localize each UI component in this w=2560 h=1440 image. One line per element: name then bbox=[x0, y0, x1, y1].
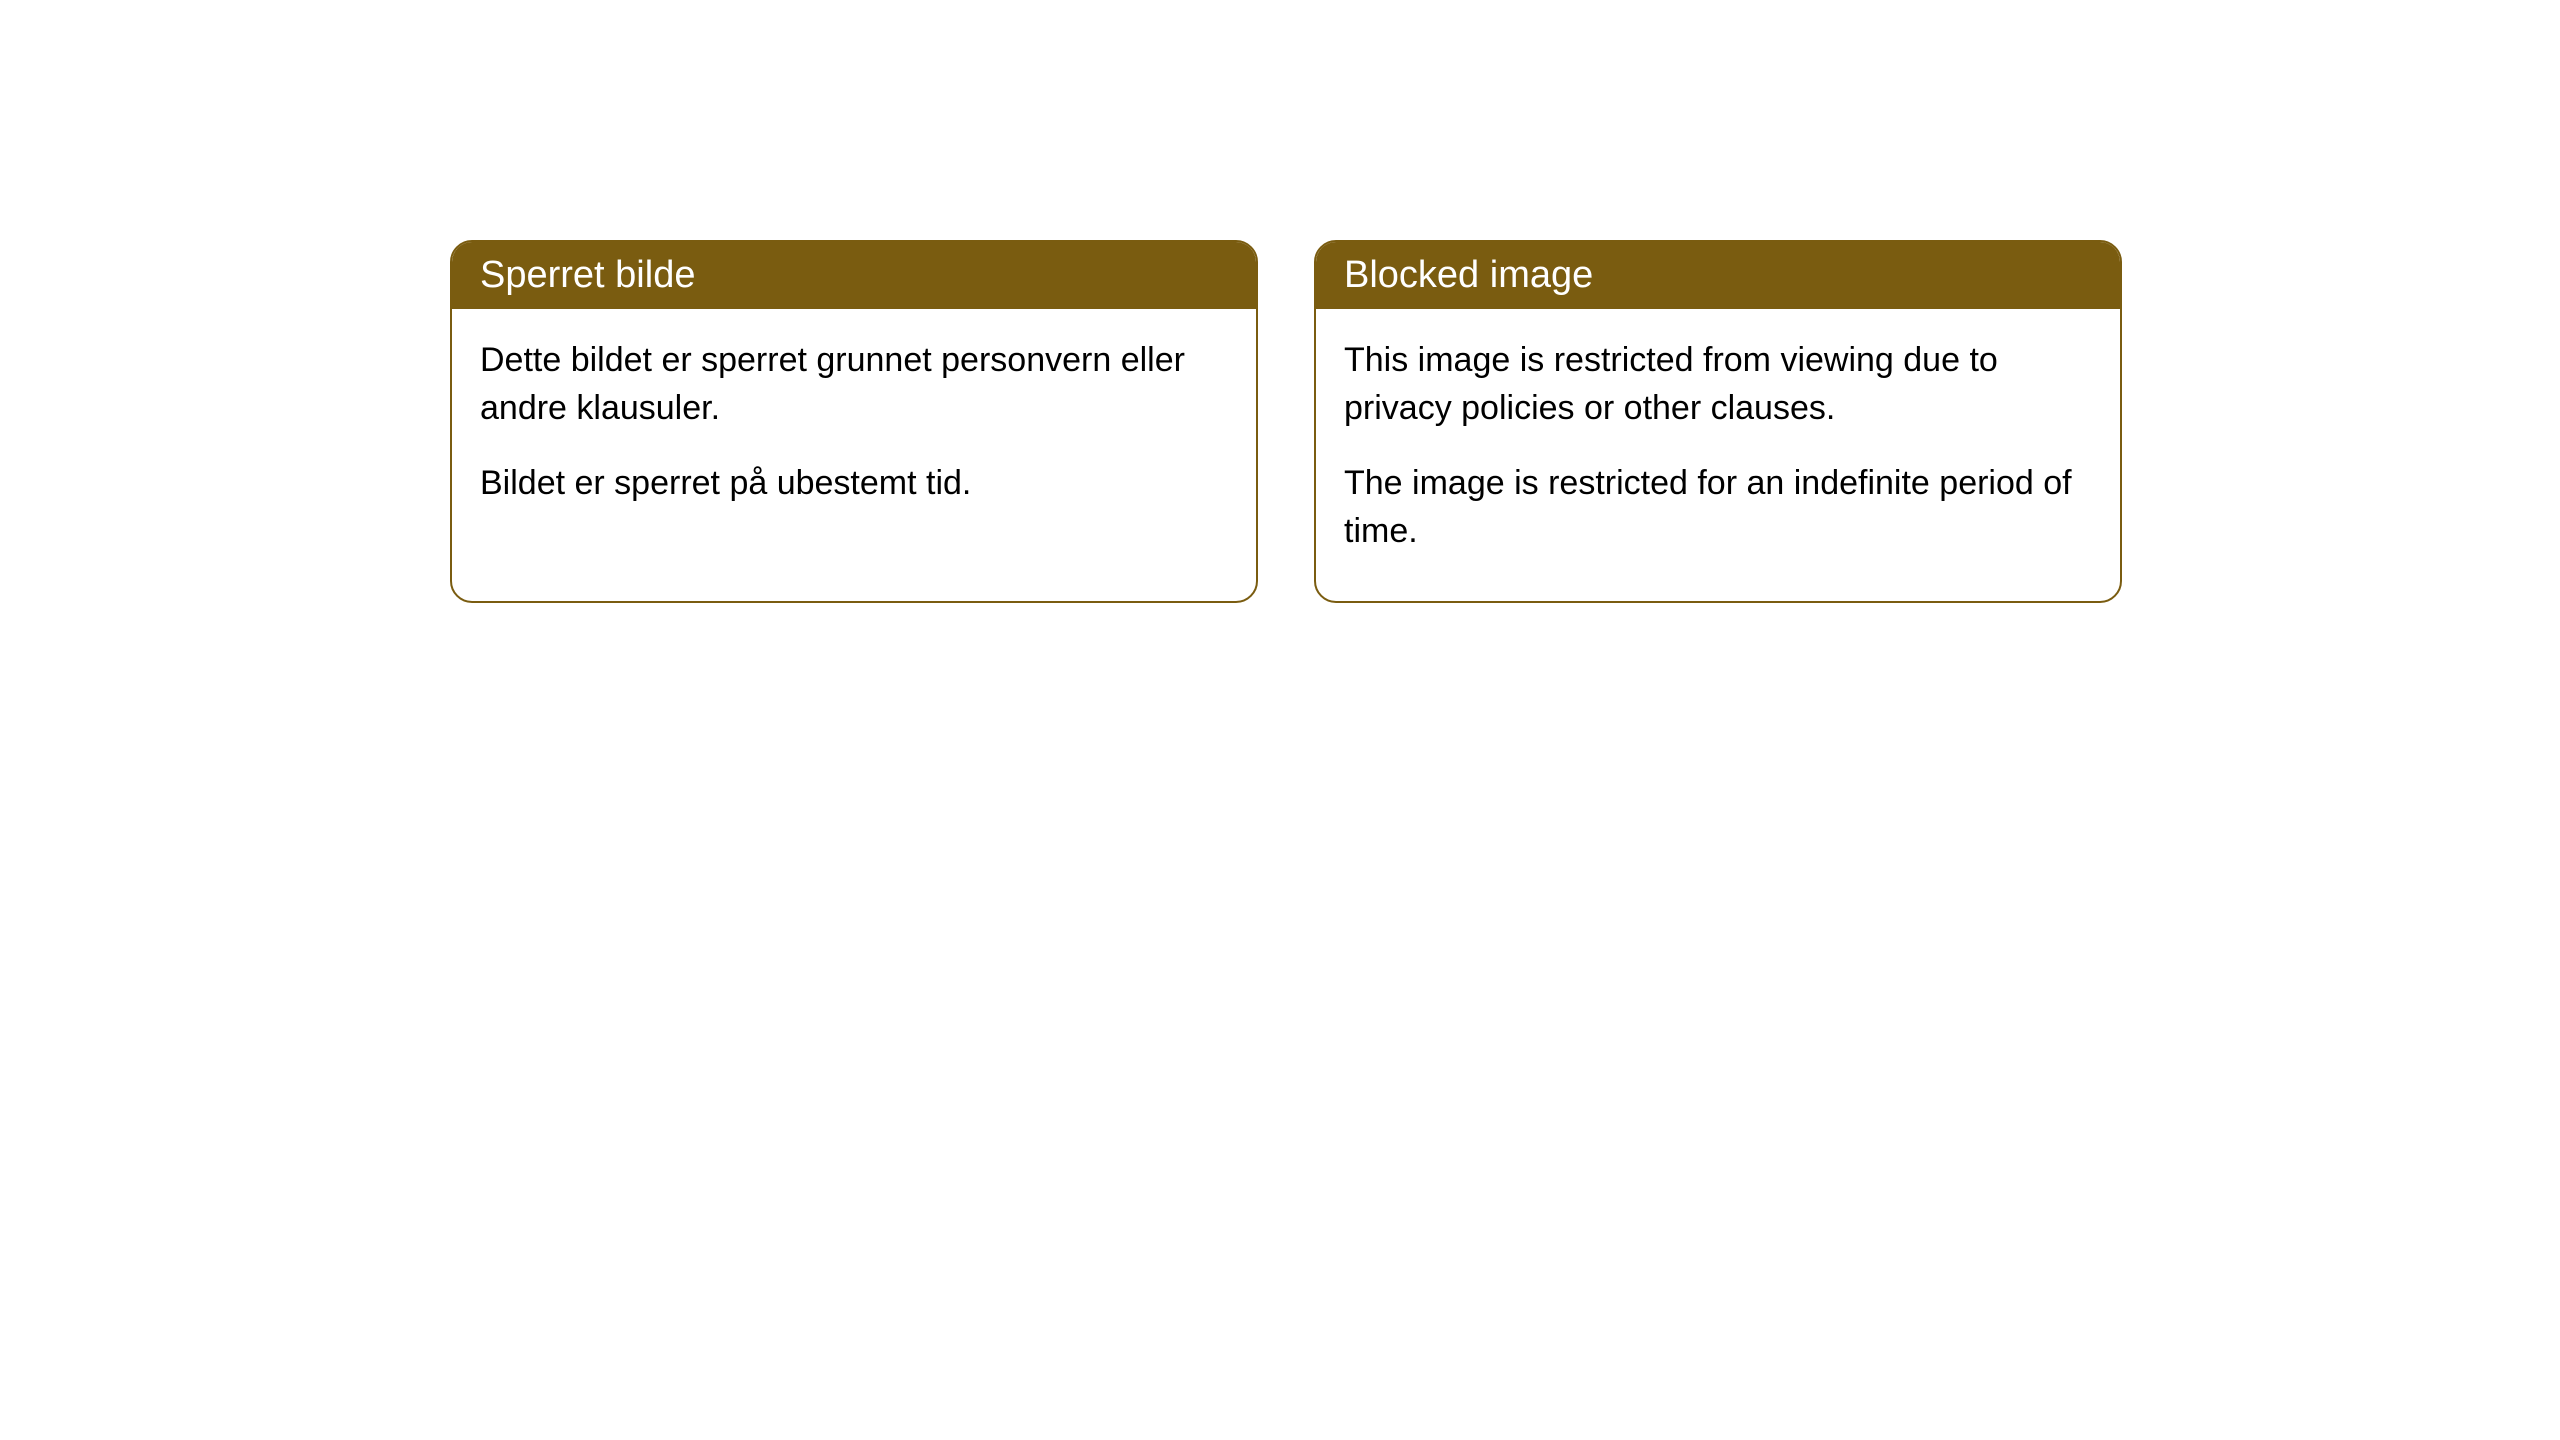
card-paragraph-1: Dette bildet er sperret grunnet personve… bbox=[480, 337, 1228, 432]
blocked-image-card-norwegian: Sperret bilde Dette bildet er sperret gr… bbox=[450, 240, 1258, 603]
card-title: Sperret bilde bbox=[480, 254, 695, 296]
card-paragraph-2: The image is restricted for an indefinit… bbox=[1344, 460, 2092, 555]
blocked-image-card-english: Blocked image This image is restricted f… bbox=[1314, 240, 2122, 603]
notice-cards-container: Sperret bilde Dette bildet er sperret gr… bbox=[450, 240, 2122, 603]
card-body: This image is restricted from viewing du… bbox=[1316, 309, 2120, 601]
card-header: Blocked image bbox=[1316, 242, 2120, 309]
card-header: Sperret bilde bbox=[452, 242, 1256, 309]
card-paragraph-2: Bildet er sperret på ubestemt tid. bbox=[480, 460, 1228, 508]
card-title: Blocked image bbox=[1344, 254, 1593, 296]
card-paragraph-1: This image is restricted from viewing du… bbox=[1344, 337, 2092, 432]
card-body: Dette bildet er sperret grunnet personve… bbox=[452, 309, 1256, 554]
